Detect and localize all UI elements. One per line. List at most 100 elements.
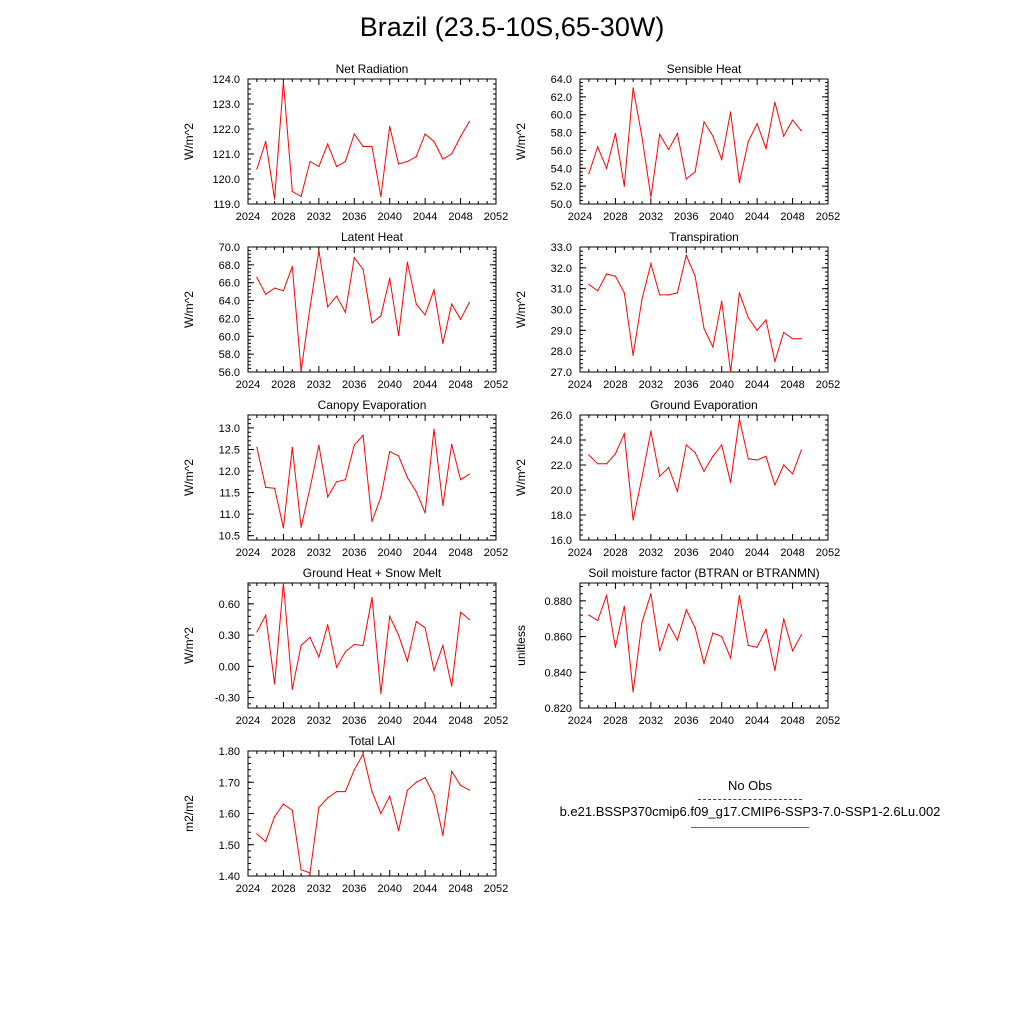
panel-ground-evaporation-point bbox=[791, 473, 794, 475]
panel-soil-moisture-factor-btran-or-btranmn-point bbox=[721, 635, 723, 638]
panel-latent-heat-point bbox=[327, 306, 329, 308]
panel-total-lai-point bbox=[406, 789, 409, 791]
panel-soil-moisture-factor-btran-or-btranmn-ylabel: unitless bbox=[514, 625, 528, 666]
panel-sensible-heat-point bbox=[623, 185, 625, 187]
panel-net-radiation-point bbox=[353, 133, 355, 135]
panel-sensible-heat-point bbox=[632, 87, 634, 89]
panel-soil-moisture-factor-btran-or-btranmn-point bbox=[765, 628, 767, 631]
panel-sensible-heat-xtick-label: 2028 bbox=[603, 211, 627, 223]
panel-net-radiation-point bbox=[335, 165, 338, 168]
panel-net-radiation-xtick-label: 2048 bbox=[448, 211, 472, 223]
panel-canopy-evaporation-point bbox=[273, 487, 276, 489]
panel-latent-heat-point bbox=[282, 290, 285, 292]
panel-ground-evaporation-xtick-label: 2040 bbox=[709, 547, 733, 559]
panel-soil-moisture-factor-btran-or-btranmn-ytick-label: 0.820 bbox=[544, 703, 572, 715]
panel-transpiration-point bbox=[765, 319, 767, 321]
panel-sensible-heat-ylabel: W/m^2 bbox=[514, 123, 528, 160]
panel-canopy-evaporation-point bbox=[353, 444, 355, 446]
panel-soil-moisture-factor-btran-or-btranmn-point bbox=[650, 593, 652, 595]
panel-canopy-evaporation-title: Canopy Evaporation bbox=[318, 398, 427, 412]
panel-latent-heat-xtick-label: 2028 bbox=[271, 379, 295, 391]
panel-canopy-evaporation-point bbox=[265, 486, 267, 489]
panel-sensible-heat-title: Sensible Heat bbox=[667, 62, 742, 76]
legend-obs-line bbox=[698, 799, 802, 800]
panel-soil-moisture-factor-btran-or-btranmn-xtick-label: 2048 bbox=[780, 715, 804, 727]
panel-latent-heat-ytick-label: 64.0 bbox=[219, 296, 240, 308]
panel-soil-moisture-factor-btran-or-btranmn-xtick-label: 2036 bbox=[674, 715, 698, 727]
panel-transpiration-point bbox=[605, 273, 608, 275]
legend: No Obs b.e21.BSSP370cmip6.f09_g17.CMIP6-… bbox=[530, 778, 970, 828]
panel-latent-heat-point bbox=[273, 287, 276, 289]
panel-total-lai-frame bbox=[247, 750, 497, 877]
panel-ground-evaporation-ytick-label: 22.0 bbox=[551, 460, 572, 472]
panel-net-radiation-ylabel: W/m^2 bbox=[182, 123, 196, 160]
panel-total-lai-point bbox=[353, 769, 355, 771]
panel-transpiration-point bbox=[712, 346, 714, 348]
panel-canopy-evaporation-point bbox=[371, 520, 373, 523]
panel-transpiration-point bbox=[650, 263, 652, 265]
panel-total-lai-ytick-label: 1.50 bbox=[219, 840, 240, 852]
panel-total-lai-point bbox=[380, 812, 382, 815]
panel-sensible-heat-xtick-label: 2052 bbox=[816, 211, 840, 223]
panel-ground-heat-snow-melt-xtick-label: 2028 bbox=[271, 715, 295, 727]
panel-total-lai-point bbox=[371, 791, 373, 793]
panel-latent-heat-point bbox=[300, 370, 302, 372]
panel-sensible-heat-point bbox=[588, 173, 590, 175]
panel-net-radiation-point bbox=[415, 155, 417, 158]
panel-ground-evaporation-point bbox=[588, 454, 590, 456]
panel-soil-moisture-factor-btran-or-btranmn-point bbox=[623, 605, 625, 607]
panel-canopy-evaporation-ytick-label: 13.0 bbox=[219, 423, 240, 435]
panel-total-lai-point bbox=[415, 781, 417, 783]
panel-transpiration-frame bbox=[579, 246, 829, 373]
panel-net-radiation-point bbox=[265, 140, 267, 143]
panel-latent-heat-xtick-label: 2036 bbox=[342, 379, 366, 391]
panel-net-radiation-point bbox=[389, 125, 391, 128]
panel-latent-heat-xtick-label: 2044 bbox=[413, 379, 437, 391]
panel-ground-heat-snow-melt-xtick-label: 2044 bbox=[413, 715, 437, 727]
panel-ground-evaporation-point bbox=[623, 433, 625, 435]
panel-total-lai-ytick-label: 1.40 bbox=[219, 871, 240, 883]
panel-ground-heat-snow-melt-point bbox=[282, 582, 285, 584]
panel-ground-heat-snow-melt-point bbox=[433, 669, 435, 672]
panel-sensible-heat-xtick-label: 2048 bbox=[780, 211, 804, 223]
panel-total-lai-point bbox=[344, 791, 347, 793]
panel-net-radiation-point bbox=[468, 120, 471, 123]
panel-sensible-heat-xtick-label: 2044 bbox=[745, 211, 769, 223]
panel-latent-heat-xtick-label: 2052 bbox=[484, 379, 508, 391]
panel-transpiration-ylabel: W/m^2 bbox=[514, 291, 528, 328]
panel-ground-evaporation-point bbox=[667, 466, 670, 469]
panel-ground-heat-snow-melt-xtick-label: 2052 bbox=[484, 715, 508, 727]
panel-sensible-heat-ytick-label: 62.0 bbox=[551, 92, 572, 104]
panel-sensible-heat-point bbox=[756, 123, 758, 125]
panel-transpiration-xtick-label: 2032 bbox=[639, 379, 663, 391]
panel-transpiration-series-line bbox=[588, 253, 802, 373]
panel-net-radiation-point bbox=[459, 135, 462, 138]
panel-ground-heat-snow-melt-xtick-label: 2048 bbox=[448, 715, 472, 727]
panel-soil-moisture-factor-btran-or-btranmn-point bbox=[685, 609, 687, 611]
panel-transpiration-xtick-label: 2024 bbox=[568, 379, 592, 391]
panel-latent-heat-ytick-label: 66.0 bbox=[219, 278, 240, 290]
panel-canopy-evaporation-xtick-label: 2028 bbox=[271, 547, 295, 559]
panel-ground-evaporation-point bbox=[800, 449, 803, 451]
panel-transpiration-xtick-label: 2040 bbox=[709, 379, 733, 391]
panel-soil-moisture-factor-btran-or-btranmn-point bbox=[756, 646, 758, 648]
panel-ground-evaporation-point bbox=[614, 453, 617, 455]
panel-soil-moisture-factor-btran-or-btranmn-point bbox=[800, 634, 803, 636]
panel-ground-heat-snow-melt-point bbox=[371, 596, 373, 599]
panel-transpiration-point bbox=[791, 338, 794, 340]
panel-transpiration-ytick-label: 32.0 bbox=[551, 263, 572, 275]
panel-net-radiation-point bbox=[327, 143, 329, 145]
panel-sensible-heat-ytick-label: 50.0 bbox=[551, 199, 572, 211]
panel-total-lai-point bbox=[291, 809, 293, 811]
panel-total-lai-point bbox=[300, 869, 302, 871]
legend-model-label: b.e21.BSSP370cmip6.f09_g17.CMIP6-SSP3-7.… bbox=[559, 804, 941, 819]
panel-total-lai-point bbox=[424, 776, 426, 779]
panel-net-radiation-point bbox=[424, 133, 426, 135]
panel-ground-evaporation-xtick-label: 2036 bbox=[674, 547, 698, 559]
panel-total-lai-point bbox=[451, 770, 453, 772]
panel-transpiration-point bbox=[738, 292, 741, 294]
panel-canopy-evaporation-point bbox=[459, 479, 462, 481]
panel-canopy-evaporation-point bbox=[309, 487, 311, 489]
panel-transpiration: Transpiration W/m^2 2024 2028 2032 2036 2040 20… bbox=[514, 230, 840, 391]
panel-net-radiation-title: Net Radiation bbox=[336, 62, 409, 76]
